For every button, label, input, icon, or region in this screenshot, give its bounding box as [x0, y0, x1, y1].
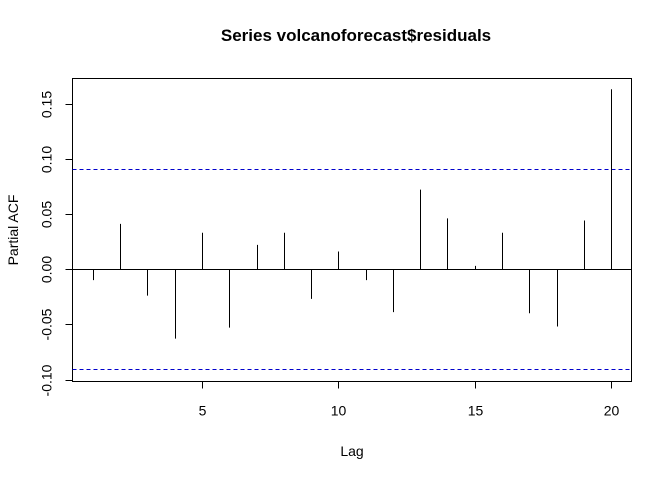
pacf-bars [93, 89, 612, 339]
y-tick-label: -0.10 [39, 364, 55, 396]
y-tick-label: 0.05 [39, 201, 55, 228]
y-tick-label: 0.10 [39, 146, 55, 173]
x-tick-label: 20 [604, 403, 620, 419]
x-tick-label: 10 [331, 403, 347, 419]
chart-title: Series volcanoforecast$residuals [221, 26, 491, 45]
x-tick-label: 15 [468, 403, 484, 419]
y-axis: -0.10 -0.05 0.00 0.05 0.10 0.15 [39, 91, 73, 396]
y-axis-label: Partial ACF [5, 195, 21, 266]
confidence-bounds [72, 169, 632, 370]
y-tick-label: -0.05 [39, 308, 55, 340]
x-axis-label: Lag [340, 443, 363, 459]
x-axis: 5 10 15 20 [199, 381, 620, 419]
x-tick-label: 5 [199, 403, 207, 419]
plot-frame [72, 78, 632, 382]
y-tick-label: 0.15 [39, 91, 55, 118]
y-tick-label: 0.00 [39, 256, 55, 283]
